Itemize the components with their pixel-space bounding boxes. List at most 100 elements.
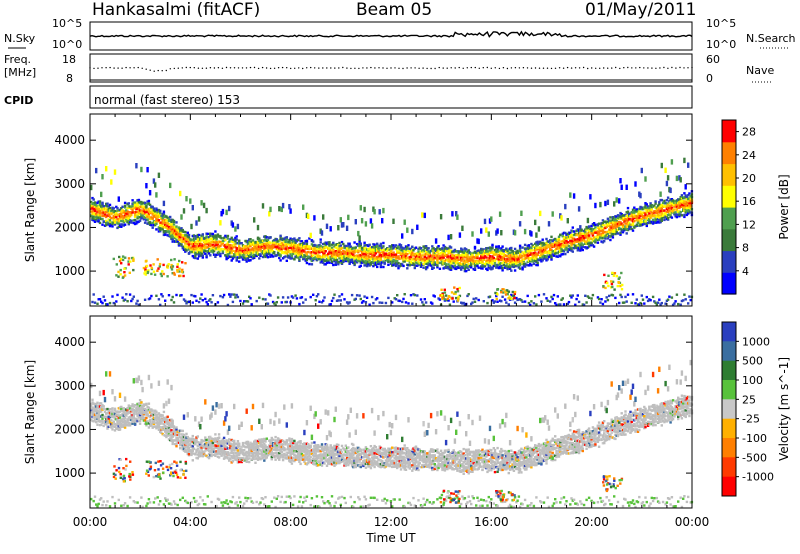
freq-point — [225, 66, 228, 69]
power-cell — [396, 294, 399, 297]
vel-cell — [118, 421, 122, 424]
power-cell — [253, 243, 256, 246]
power-cell — [202, 250, 206, 254]
power-cell — [397, 262, 400, 265]
power-cell — [162, 226, 166, 229]
power-cell — [414, 246, 418, 249]
power-cell — [118, 224, 122, 227]
vel-cell — [120, 409, 123, 412]
power-cell — [226, 234, 230, 238]
power-cell — [161, 295, 164, 298]
power-cell — [160, 224, 163, 227]
power-cell — [304, 298, 307, 301]
power-cell — [394, 253, 398, 256]
power-cell — [571, 250, 574, 253]
power-cell — [209, 249, 212, 252]
power-cell — [283, 244, 286, 247]
power-cell — [539, 240, 542, 243]
power-cell — [339, 217, 342, 223]
power-cell — [169, 215, 172, 219]
power-cell — [579, 246, 582, 249]
power-cell — [313, 215, 316, 221]
power-cell — [614, 230, 617, 233]
power-cell — [378, 301, 381, 304]
power-cell — [155, 207, 158, 210]
power-cell — [160, 293, 163, 296]
power-cell — [541, 253, 544, 256]
power-cell — [404, 250, 408, 253]
power-cell — [620, 295, 623, 299]
power-cell — [541, 241, 544, 244]
power-cell — [152, 178, 156, 184]
power-cell — [566, 302, 569, 305]
power-cell — [106, 222, 109, 226]
power-cell — [610, 280, 613, 283]
power-cell — [516, 249, 519, 253]
power-cell — [500, 266, 503, 270]
power-cell — [300, 254, 304, 257]
power-cell — [398, 299, 401, 303]
freq-point — [651, 67, 653, 69]
power-cell — [154, 221, 157, 224]
power-cell — [96, 215, 99, 218]
power-cell — [312, 240, 315, 243]
vel-cell — [95, 503, 98, 506]
power-cell — [451, 211, 454, 217]
power-cell — [687, 206, 690, 210]
power-cell — [102, 295, 105, 298]
nsky-trace — [89, 30, 693, 38]
power-cell — [169, 235, 172, 238]
power-cell — [170, 298, 173, 302]
power-cell — [352, 256, 355, 259]
power-cell — [127, 260, 130, 263]
power-cell — [644, 206, 647, 209]
power-cell — [680, 194, 684, 197]
power-cell — [269, 294, 272, 297]
power-cell — [234, 236, 237, 240]
power-cell — [373, 263, 376, 267]
power-cell — [370, 249, 374, 252]
power-cell — [540, 258, 543, 262]
power-cell — [333, 258, 336, 262]
power-cell — [418, 252, 421, 256]
power-cell — [256, 245, 260, 248]
power-cell — [280, 250, 283, 253]
power-cell — [508, 267, 512, 270]
power-cell — [675, 208, 679, 212]
power-cell — [423, 261, 426, 264]
power-cell — [611, 271, 614, 275]
power-cell — [305, 253, 309, 256]
power-cell — [161, 270, 164, 273]
vel-cell — [92, 499, 95, 503]
power-cell — [387, 296, 390, 300]
power-cell — [158, 262, 162, 266]
power-cell — [457, 254, 460, 257]
vel-cell — [126, 409, 129, 412]
power-cell — [172, 223, 176, 226]
power-cell — [245, 239, 248, 243]
power-cell — [660, 162, 663, 169]
power-cell — [488, 261, 492, 264]
power-cell — [444, 266, 448, 270]
power-cell — [387, 258, 390, 261]
power-cell — [317, 254, 320, 257]
power-cell — [348, 243, 351, 247]
vel-cell — [122, 409, 125, 413]
power-cell — [179, 232, 182, 236]
power-cell — [197, 248, 201, 251]
power-cell — [319, 238, 322, 241]
power-cell — [179, 190, 182, 197]
power-cell — [658, 218, 661, 221]
power-cell — [424, 266, 428, 269]
power-cell — [523, 265, 527, 268]
power-cell — [284, 255, 287, 258]
power-cell — [549, 247, 552, 251]
power-cell — [549, 243, 552, 247]
power-cell — [562, 236, 566, 240]
power-cell — [210, 249, 213, 252]
power-cell — [398, 251, 401, 254]
power-cell — [585, 242, 588, 245]
power-cell — [645, 209, 648, 212]
power-cell — [195, 299, 198, 302]
power-cell — [285, 259, 288, 262]
